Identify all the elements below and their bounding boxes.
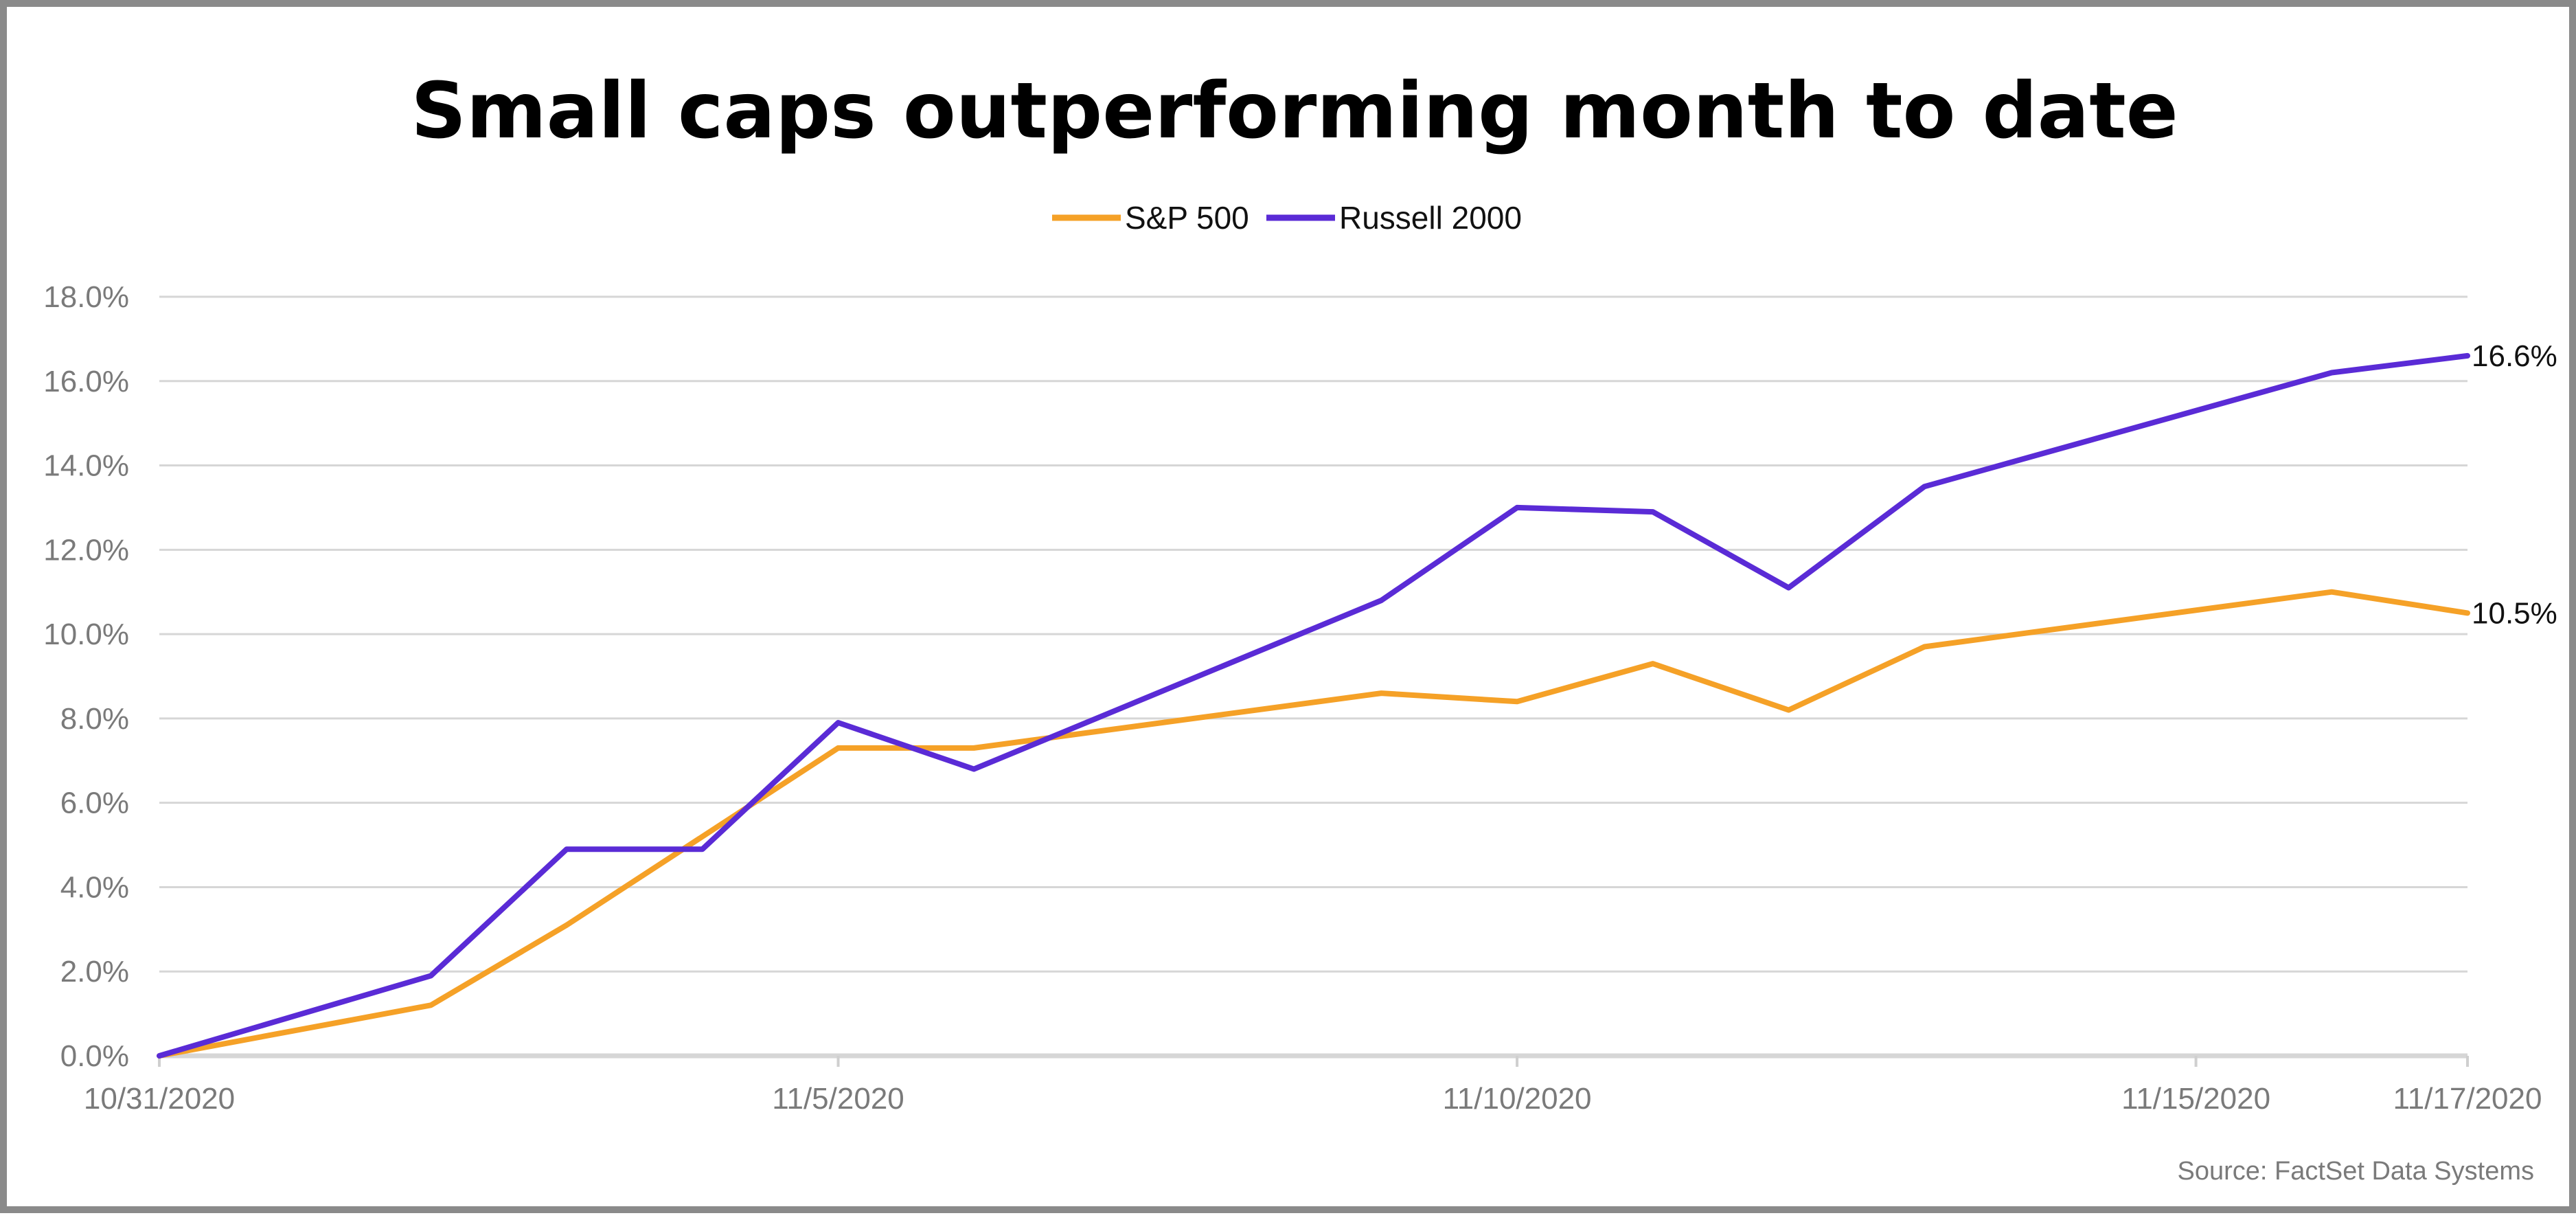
source-note: Source: FactSet Data Systems xyxy=(2177,1157,2534,1186)
legend: S&P 500 Russell 2000 xyxy=(1052,200,1522,236)
x-tick-label: 11/5/2020 xyxy=(772,1082,904,1116)
y-tick-label: 16.0% xyxy=(43,365,129,398)
y-tick-label: 6.0% xyxy=(60,787,129,820)
series-line-s-p-500 xyxy=(157,589,2470,1059)
series-line-russell-2000 xyxy=(157,352,2470,1059)
y-tick-label: 2.0% xyxy=(60,955,129,989)
y-axis: 0.0% 2.0% 4.0% 6.0% 8.0% 10.0% 12.0% 14.0% 16.0%… xyxy=(43,280,129,1073)
y-tick-label: 10.0% xyxy=(43,618,129,651)
legend-label-s-p-500: S&P 500 xyxy=(1125,200,1249,236)
line-chart: Small caps outperforming month to date S… xyxy=(43,67,2557,1186)
x-axis: 10/31/2020 11/5/2020 11/10/2020 11/15/2020 1… xyxy=(84,1056,2542,1116)
series-group xyxy=(157,352,2470,1059)
end-label-s-p-500: 10.5% xyxy=(2472,596,2557,630)
y-tick-label: 8.0% xyxy=(60,702,129,736)
grid xyxy=(159,295,2467,1059)
chart-title: Small caps outperforming month to date xyxy=(411,67,2178,156)
y-tick-label: 4.0% xyxy=(60,870,129,904)
y-tick-label: 12.0% xyxy=(43,533,129,567)
legend-label-russell-2000: Russell 2000 xyxy=(1339,200,1522,236)
y-tick-label: 18.0% xyxy=(43,280,129,314)
y-tick-label: 14.0% xyxy=(43,449,129,483)
end-labels: 10.5% 16.6% xyxy=(2472,339,2557,630)
end-label-russell-2000: 16.6% xyxy=(2472,339,2557,373)
x-tick-label: 11/15/2020 xyxy=(2121,1082,2270,1116)
y-tick-label: 0.0% xyxy=(60,1039,129,1073)
x-tick-label: 11/17/2020 xyxy=(2393,1082,2542,1116)
x-tick-label: 11/10/2020 xyxy=(1443,1082,1592,1116)
x-tick-label: 10/31/2020 xyxy=(84,1082,235,1116)
